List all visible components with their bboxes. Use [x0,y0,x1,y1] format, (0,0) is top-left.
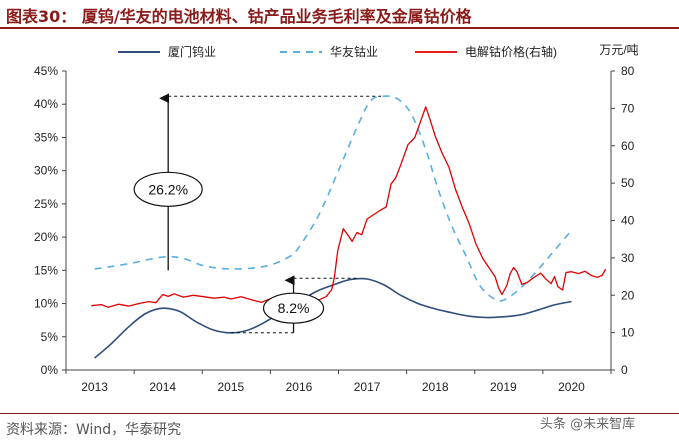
legend-label-3: 电解钴价格(右轴) [465,44,557,59]
title-rule [0,27,679,29]
source-note: 资料来源：Wind，华泰研究 [6,422,182,438]
figure-title: 图表30： 厦钨/华友的电池材料、钴产品业务毛利率及金属钴价格 [6,7,472,26]
right-tick-label: 50 [621,176,635,190]
right-tick-label: 70 [621,101,635,115]
left-tick-label: 15% [34,263,58,277]
left-tick-label: 25% [34,197,58,211]
left-tick-label: 40% [34,97,58,111]
annotation-label-1: 26.2% [148,181,188,197]
legend-label-1: 厦门钨业 [168,44,216,59]
x-tick-label: 2019 [490,380,517,394]
series-lines [91,95,607,359]
x-tick-label: 2015 [218,380,245,394]
left-tick-label: 10% [34,297,58,311]
right-tick-label: 40 [621,214,635,228]
annotations: 26.2% 8.2% [133,93,385,334]
series-line-2 [94,95,573,302]
x-tick-label: 2017 [354,380,381,394]
left-tick-label: 5% [41,330,59,344]
annotation-ellipse-1 [133,171,203,207]
right-tick-label: 60 [621,139,635,153]
left-tick-label: 30% [34,164,58,178]
left-tick-label: 35% [34,130,58,144]
x-tick-label: 2013 [81,380,108,394]
right-tick-label: 30 [621,251,635,265]
watermark: 头条 @未来智库 [540,417,636,432]
right-tick-label: 0 [621,363,628,377]
legend-label-2: 华友钴业 [330,44,378,59]
x-tick-label: 2018 [422,380,449,394]
left-tick-label: 45% [34,64,58,78]
right-axis-unit: 万元/吨 [599,43,638,57]
axes: 0% 5% 10% 15% 20% 25% 30% 35% 40% 45% 0 10 20 30 40 50 6… [34,43,639,394]
left-tick-label: 20% [34,230,58,244]
right-tick-label: 80 [621,64,635,78]
legend: 厦门钨业 华友钴业 电解钴价格(右轴) [118,44,557,59]
left-tick-label: 0% [41,363,59,377]
annotation-label-2: 8.2% [278,300,310,316]
right-tick-label: 10 [621,326,635,340]
series-line-3 [91,106,607,308]
right-tick-label: 20 [621,288,635,302]
bottom-rule [0,413,679,414]
annotation-ellipse-2 [262,292,325,324]
x-tick-label: 2016 [286,380,313,394]
x-tick-label: 2020 [558,380,585,394]
x-tick-label: 2014 [149,380,176,394]
